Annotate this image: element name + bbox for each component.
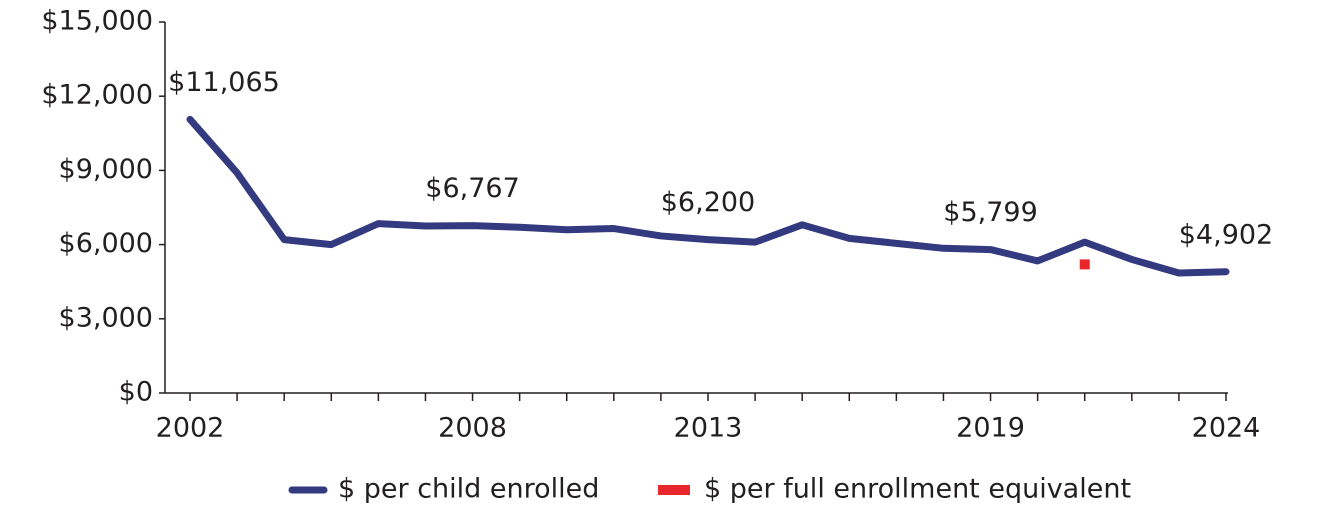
legend-swatch: [658, 485, 690, 495]
point-marker: [1079, 259, 1090, 270]
y-tick-label: $15,000: [41, 6, 153, 37]
y-tick-label: $0: [119, 377, 153, 408]
legend-label: $ per child enrolled: [338, 474, 599, 505]
data-label: $4,902: [1179, 219, 1273, 250]
x-tick-label: 2002: [156, 413, 225, 444]
y-tick-label: $3,000: [59, 302, 153, 333]
data-label: $6,200: [661, 187, 755, 218]
y-tick-label: $12,000: [41, 80, 153, 111]
data-label: $11,065: [168, 67, 280, 98]
x-tick-label: 2024: [1192, 413, 1261, 444]
y-tick-label: $6,000: [59, 228, 153, 259]
data-label: $6,767: [425, 173, 519, 204]
legend-label: $ per full enrollment equivalent: [704, 474, 1131, 505]
series-line: [186, 115, 1230, 277]
x-tick-label: 2008: [438, 413, 507, 444]
x-tick-label: 2013: [674, 413, 743, 444]
y-tick-label: $9,000: [59, 154, 153, 185]
data-label: $5,799: [943, 197, 1037, 228]
x-tick-label: 2019: [956, 413, 1025, 444]
